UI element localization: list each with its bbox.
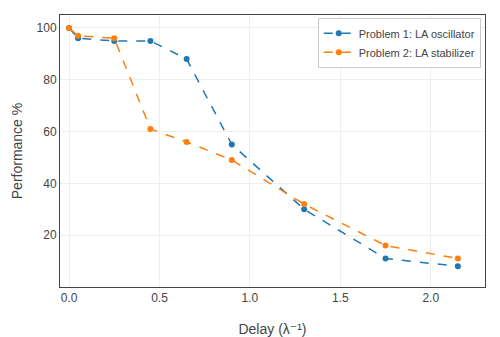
svg-text:20: 20 xyxy=(43,228,57,242)
svg-text:40: 40 xyxy=(43,177,57,191)
svg-text:60: 60 xyxy=(43,125,57,139)
svg-text:0.0: 0.0 xyxy=(61,291,78,305)
svg-text:Performance %: Performance % xyxy=(9,103,25,199)
svg-text:1.5: 1.5 xyxy=(332,291,349,305)
svg-text:Delay (λ⁻¹): Delay (λ⁻¹) xyxy=(238,321,306,337)
svg-text:1.0: 1.0 xyxy=(242,291,259,305)
svg-text:80: 80 xyxy=(43,73,57,87)
svg-text:2.0: 2.0 xyxy=(422,291,439,305)
svg-text:100: 100 xyxy=(37,21,57,35)
svg-text:0.5: 0.5 xyxy=(151,291,168,305)
svg-text:Problem 2: LA stabilizer: Problem 2: LA stabilizer xyxy=(359,47,475,59)
svg-text:Problem 1: LA oscillator: Problem 1: LA oscillator xyxy=(359,28,475,40)
